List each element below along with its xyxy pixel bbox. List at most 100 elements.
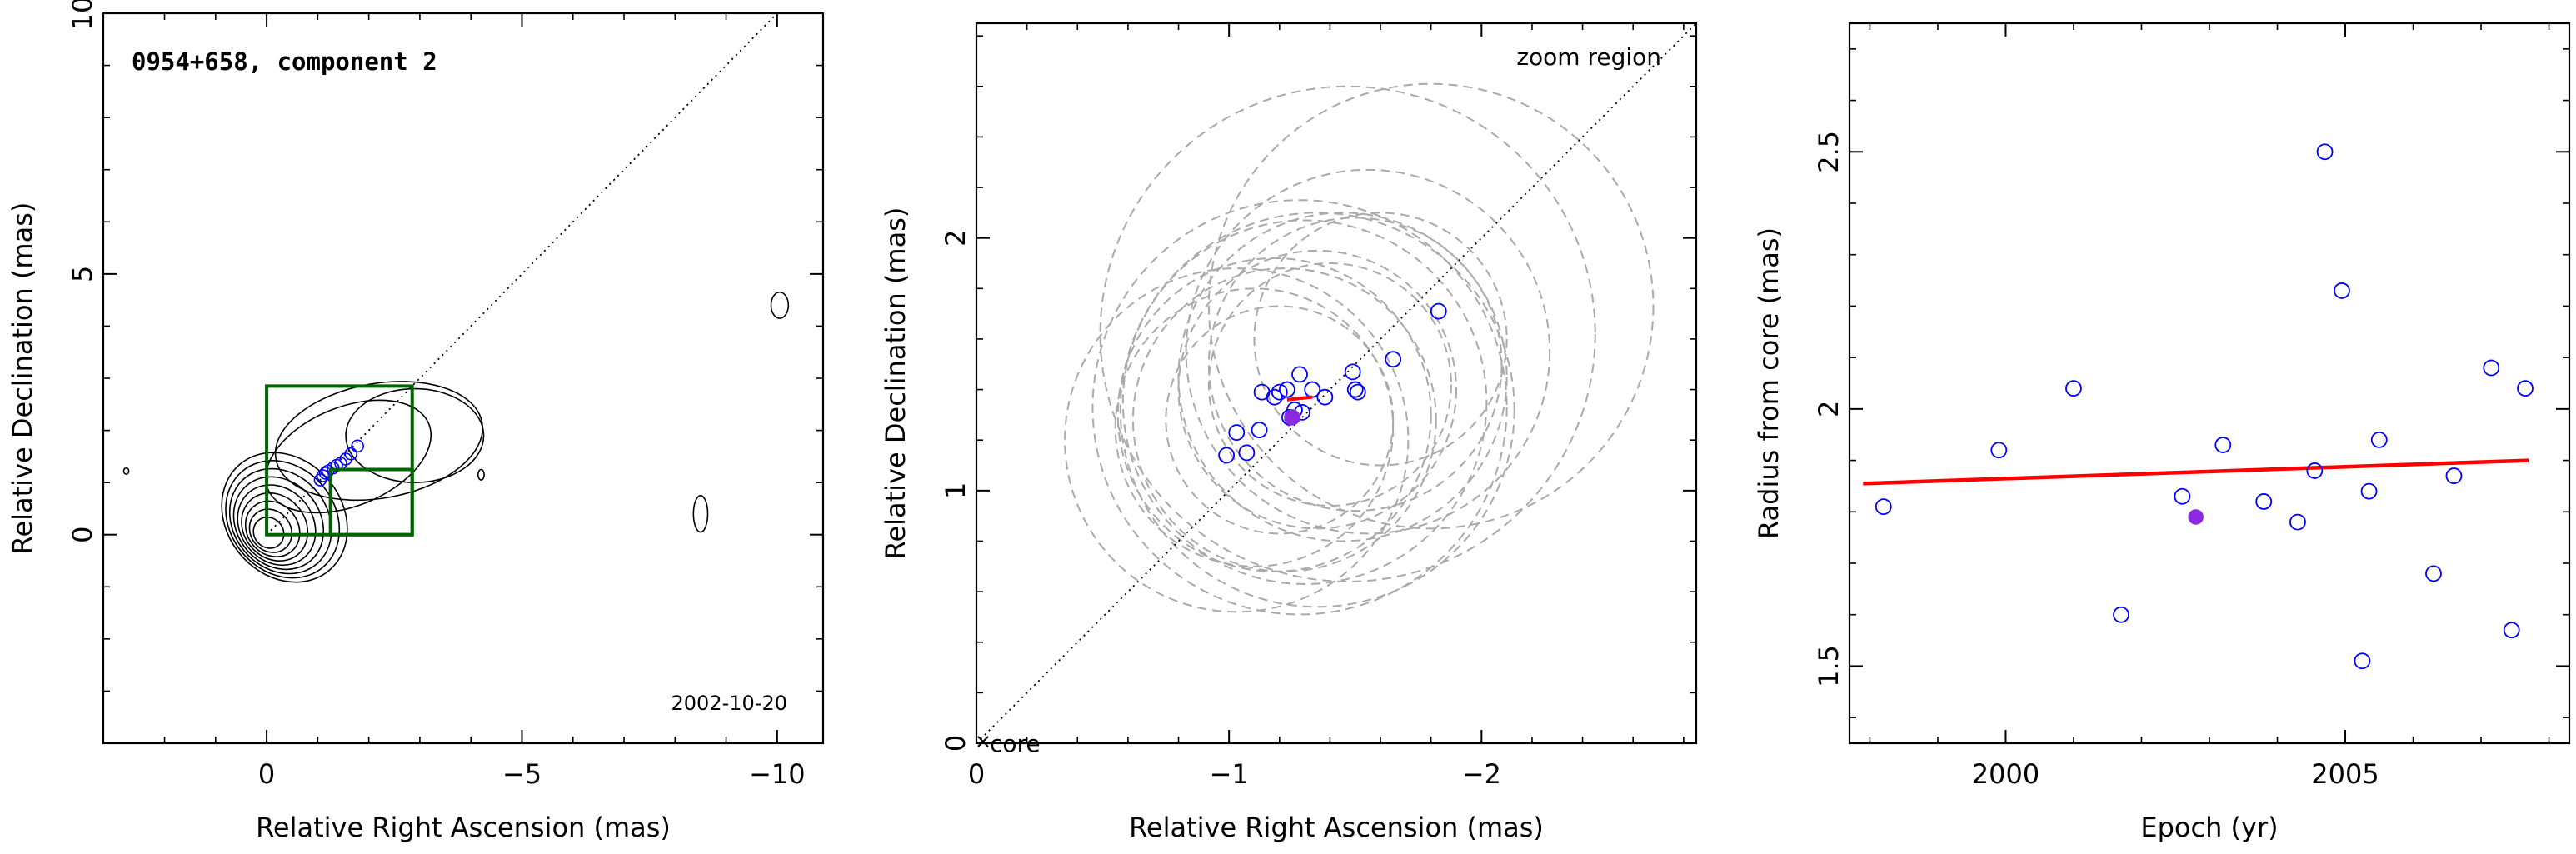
- trajectory-line: [266, 13, 778, 536]
- x-tick-label: 0: [968, 758, 985, 790]
- x-tick-label: −5: [502, 758, 542, 790]
- x-axis-label: Relative Right Ascension (mas): [1129, 812, 1544, 843]
- core-label: core: [990, 730, 1041, 757]
- data-point: [2113, 606, 2129, 623]
- data-point: [2360, 482, 2378, 500]
- panel-zoom: 0 −1 −2 0 1 2 zoom region core Relative Right…: [880, 22, 1698, 843]
- uncertainty-circle: [1253, 212, 1508, 467]
- x-tick-label: −2: [1462, 758, 1501, 790]
- highlight-point: [2188, 509, 2204, 525]
- uncertainty-circle: [1091, 199, 1508, 616]
- data-point: [1291, 366, 1308, 383]
- contour-level: [345, 387, 485, 483]
- data-point: [2517, 380, 2534, 397]
- data-point: [2425, 565, 2442, 582]
- contour-level: [237, 484, 317, 567]
- y-tick-label: 2: [940, 230, 971, 247]
- uncertainty-circle: [1165, 305, 1395, 535]
- x-axis-label: Epoch (yr): [2140, 812, 2278, 843]
- y-tick-label: 0: [67, 527, 98, 543]
- contour-blob: [692, 494, 709, 533]
- x-tick-label: −10: [749, 758, 806, 790]
- data-point: [1875, 498, 1892, 516]
- data-point: [1218, 447, 1236, 464]
- uncertainty-circle: [1207, 217, 1503, 512]
- uncertainty-circle: [1119, 212, 1515, 608]
- component-marker: [316, 469, 330, 482]
- contour-level: [248, 508, 293, 553]
- uncertainty-circle: [1064, 267, 1410, 613]
- data-point: [1304, 381, 1321, 398]
- contour-level: [232, 476, 325, 571]
- data-point: [2289, 513, 2306, 531]
- data-point: [1349, 383, 1366, 401]
- data-point: [2174, 487, 2191, 505]
- data-point: [1316, 388, 1334, 406]
- data-point: [2065, 380, 2082, 397]
- epoch-annotation: 2002-10-20: [671, 692, 787, 715]
- data-point: [2483, 359, 2500, 377]
- y-tick-label: 1: [940, 482, 971, 499]
- contour-level: [228, 467, 332, 575]
- y-axis-label: Relative Declination (mas): [880, 207, 911, 560]
- data-point: [2316, 143, 2334, 161]
- uncertainty-circle: [1207, 262, 1452, 507]
- uncertainty-circle: [1185, 168, 1551, 535]
- plot-frame: [1848, 22, 2571, 745]
- component-marker: [351, 439, 364, 453]
- contour-level: [221, 452, 348, 583]
- data-point: [1430, 302, 1447, 320]
- data-point: [1346, 381, 1364, 398]
- uncertainty-circle: [1116, 257, 1432, 572]
- panel-vlbi-map: 0 −5 −10 0 5 10 0954+658, component 2 2002-10…: [7, 0, 825, 843]
- contour-level: [265, 399, 432, 514]
- panel-radius-vs-epoch: 2000 2005 1.5 2 2.5 Epoch (yr) Radius from c…: [1753, 22, 2571, 843]
- map-title: 0954+658, component 2: [132, 47, 437, 76]
- plot-frame: [975, 22, 1698, 745]
- data-point: [1238, 444, 1256, 462]
- data-point: [2334, 282, 2350, 299]
- core-marker: [977, 736, 989, 747]
- contour-level: [241, 492, 309, 562]
- contour-level: [252, 517, 285, 549]
- contour-level: [225, 460, 341, 579]
- y-tick-label: 2: [1813, 401, 1845, 417]
- data-point: [2255, 493, 2273, 510]
- data-point: [2306, 462, 2324, 479]
- data-point: [1228, 424, 1246, 442]
- data-point: [2214, 437, 2232, 453]
- trajectory-line: [976, 23, 1696, 743]
- x-tick-label: 2005: [2311, 758, 2379, 790]
- y-axis-label: Relative Declination (mas): [7, 202, 38, 555]
- contour-level: [244, 500, 301, 557]
- y-tick-label: 0: [940, 735, 971, 752]
- highlight-point: [1284, 409, 1300, 426]
- zoom-region-annotation: zoom region: [1516, 43, 1661, 71]
- y-tick-label: 10: [67, 0, 98, 30]
- data-point: [2445, 467, 2463, 484]
- data-point: [2503, 622, 2520, 639]
- contour-blob: [122, 467, 130, 475]
- x-tick-label: 0: [258, 758, 275, 790]
- fit-segment: [1286, 395, 1313, 402]
- data-point: [1271, 383, 1288, 401]
- contour-level: [274, 381, 483, 502]
- y-tick-label: 1.5: [1813, 645, 1845, 687]
- data-point: [1251, 422, 1268, 438]
- uncertainty-circle: [1121, 219, 1488, 586]
- uncertainty-circle: [1131, 267, 1437, 572]
- data-point: [1278, 381, 1295, 398]
- data-point: [1344, 363, 1361, 381]
- uncertainty-circle: [1177, 212, 1508, 542]
- uncertainty-circle: [1099, 85, 1596, 582]
- contour-blob: [477, 468, 485, 481]
- component-marker: [344, 447, 357, 461]
- fit-line: [1863, 458, 2529, 486]
- x-tick-label: 2000: [1972, 758, 2039, 790]
- x-axis-label: Relative Right Ascension (mas): [256, 812, 671, 843]
- contour-blob: [770, 291, 790, 319]
- data-point: [1990, 442, 2008, 459]
- uncertainty-circle: [1207, 82, 1655, 530]
- data-point: [1385, 351, 1402, 368]
